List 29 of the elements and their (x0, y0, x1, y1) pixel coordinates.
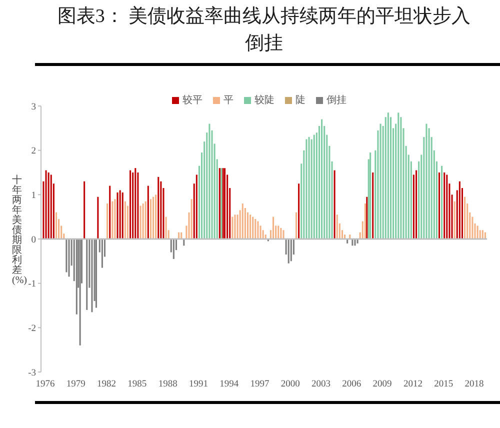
chart-title: 图表3： 美债收益率曲线从持续两年的平坦状步入倒挂 (56, 4, 472, 56)
legend-label: 陡 (296, 95, 306, 106)
y-tick-label: -3 (28, 368, 36, 378)
text: 十年两年美债期限利差(%) (12, 175, 27, 286)
x-tick-label: 1982 (97, 380, 116, 390)
y-tick-label: 0 (31, 235, 36, 246)
legend-label: 较陡 (254, 95, 274, 106)
y-tick-label: 2 (31, 146, 36, 157)
x-tick-label: 2000 (280, 380, 300, 390)
x-tick-label: 1991 (188, 380, 208, 390)
x-tick-label: 1976 (36, 380, 56, 390)
legend-label: 较平 (182, 95, 202, 106)
x-tick-label: 1988 (158, 380, 178, 390)
x-tick-label: 2018 (464, 380, 484, 390)
x-tick-label: 1985 (128, 380, 147, 390)
x-tick-label: 1994 (220, 380, 239, 390)
x-tick-label: 2003 (312, 380, 331, 390)
legend-label: 平 (224, 95, 234, 106)
x-tick-label: 1997 (250, 380, 270, 390)
y-tick-label: 1 (31, 191, 36, 202)
y-tick-label: -2 (28, 324, 36, 334)
x-tick-label: 2009 (372, 380, 392, 390)
y-tick-label: -1 (28, 280, 36, 290)
x-tick-label: 2006 (342, 380, 362, 390)
x-tick-label: 2012 (403, 380, 423, 390)
x-tick-label: 1979 (66, 380, 86, 390)
legend-label: 倒挂 (326, 95, 346, 106)
x-tick-label: 2015 (434, 380, 454, 390)
y-tick-label: 3 (31, 102, 36, 112)
